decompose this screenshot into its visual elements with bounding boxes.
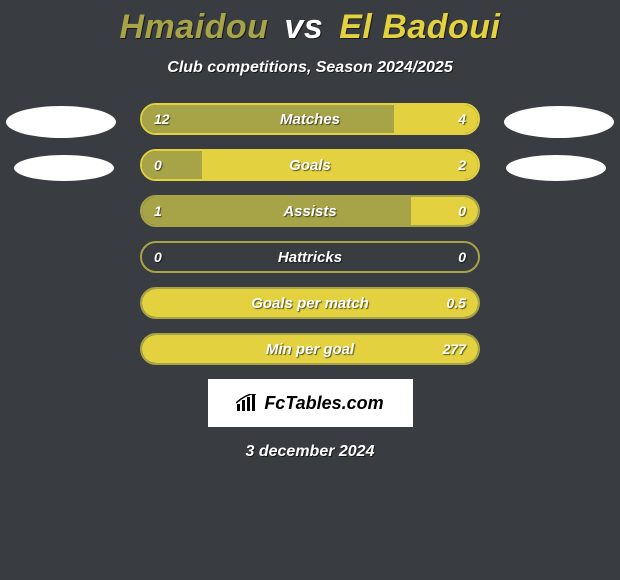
player1-team-placeholder [14, 155, 114, 181]
stat-label: Matches [142, 105, 478, 133]
stat-label: Hattricks [142, 243, 478, 271]
stat-value-right: 277 [443, 335, 466, 363]
player2-name: El Badoui [339, 8, 500, 46]
stat-value-right: 0 [458, 197, 466, 225]
date-label: 3 december 2024 [0, 443, 620, 461]
stat-bar: 0Goals2 [140, 149, 480, 181]
subtitle: Club competitions, Season 2024/2025 [0, 59, 620, 77]
comparison-title: Hmaidou vs El Badoui [0, 8, 620, 47]
stat-value-right: 0.5 [447, 289, 466, 317]
stat-bar: Goals per match0.5 [140, 287, 480, 319]
stat-value-right: 0 [458, 243, 466, 271]
site-logo: FcTables.com [208, 379, 413, 427]
stat-bar: 1Assists0 [140, 195, 480, 227]
title-row: Hmaidou vs El Badoui [0, 0, 620, 47]
stat-bar: 12Matches4 [140, 103, 480, 135]
bars-container: 12Matches40Goals21Assists00Hattricks0Goa… [140, 103, 480, 365]
player1-avatar-placeholder [6, 106, 116, 138]
stat-label: Goals [142, 151, 478, 179]
player2-avatar-placeholder [504, 106, 614, 138]
player2-team-placeholder [506, 155, 606, 181]
stat-value-right: 4 [458, 105, 466, 133]
stat-value-right: 2 [458, 151, 466, 179]
vs-label: vs [284, 8, 323, 46]
stat-bar: Min per goal277 [140, 333, 480, 365]
chart-area: 12Matches40Goals21Assists00Hattricks0Goa… [0, 103, 620, 365]
stat-label: Assists [142, 197, 478, 225]
chart-icon [236, 394, 258, 412]
player1-name: Hmaidou [120, 8, 269, 46]
stat-label: Goals per match [142, 289, 478, 317]
stat-label: Min per goal [142, 335, 478, 363]
site-name: FcTables.com [264, 393, 383, 414]
stat-bar: 0Hattricks0 [140, 241, 480, 273]
